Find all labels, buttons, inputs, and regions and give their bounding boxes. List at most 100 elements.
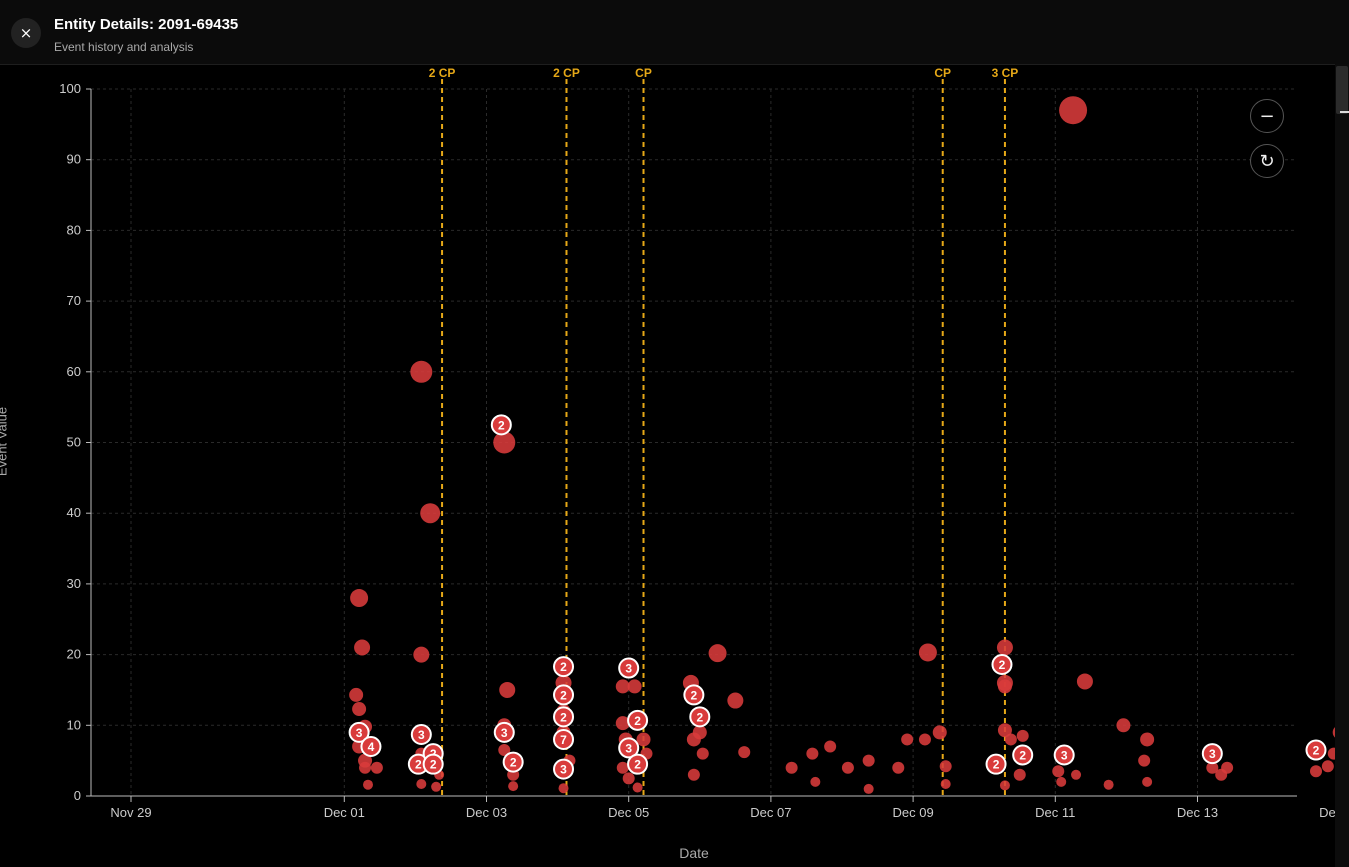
cluster-badge[interactable]: 2 — [689, 706, 711, 728]
event-point[interactable] — [1059, 96, 1088, 125]
cluster-badge-circle[interactable] — [985, 753, 1007, 775]
cluster-badge[interactable]: 2 — [553, 656, 575, 678]
cluster-badge-circle[interactable] — [553, 706, 575, 728]
cluster-badge-circle[interactable] — [1305, 739, 1327, 761]
event-point[interactable] — [632, 782, 643, 793]
event-point[interactable] — [727, 692, 744, 709]
event-point[interactable] — [558, 783, 569, 794]
cluster-badge-circle[interactable] — [1053, 744, 1075, 766]
cluster-badge[interactable]: 2 — [422, 753, 444, 775]
cluster-badge[interactable]: 3 — [493, 721, 515, 743]
event-point[interactable] — [1052, 765, 1065, 778]
cluster-badge-circle[interactable] — [627, 709, 649, 731]
event-point[interactable] — [508, 781, 519, 792]
event-point[interactable] — [615, 679, 630, 694]
event-point[interactable] — [932, 725, 947, 740]
cluster-badge[interactable]: 3 — [618, 657, 640, 679]
cluster-badge-circle[interactable] — [627, 753, 649, 775]
event-point[interactable] — [349, 687, 364, 702]
event-point[interactable] — [1221, 761, 1234, 774]
event-point[interactable] — [499, 681, 516, 698]
cluster-badge[interactable]: 3 — [1201, 743, 1223, 765]
cluster-badge[interactable]: 2 — [683, 684, 705, 706]
event-point[interactable] — [1332, 725, 1335, 739]
event-point[interactable] — [1138, 754, 1151, 767]
event-point[interactable] — [810, 776, 821, 787]
event-point[interactable] — [841, 761, 854, 774]
event-point[interactable] — [999, 780, 1010, 791]
event-point[interactable] — [354, 639, 371, 656]
event-point[interactable] — [918, 643, 937, 662]
event-point[interactable] — [413, 646, 430, 663]
event-point[interactable] — [359, 761, 372, 774]
cluster-badge-circle[interactable] — [490, 414, 512, 436]
cluster-badge[interactable]: 4 — [360, 736, 382, 758]
cluster-badge-circle[interactable] — [553, 656, 575, 678]
event-point[interactable] — [738, 746, 751, 759]
event-point[interactable] — [622, 772, 635, 785]
cluster-badge[interactable]: 7 — [553, 728, 575, 750]
event-point[interactable] — [686, 732, 701, 747]
event-point[interactable] — [862, 754, 875, 767]
event-point[interactable] — [410, 360, 433, 383]
event-point[interactable] — [498, 744, 511, 757]
cluster-badge[interactable]: 2 — [553, 684, 575, 706]
event-point[interactable] — [431, 781, 442, 792]
event-point[interactable] — [350, 589, 369, 608]
cluster-badge[interactable]: 2 — [627, 709, 649, 731]
event-point[interactable] — [1206, 761, 1219, 774]
event-point[interactable] — [824, 740, 837, 753]
cluster-badge[interactable]: 2 — [1305, 739, 1327, 761]
cluster-badge[interactable]: 2 — [553, 706, 575, 728]
event-point[interactable] — [687, 768, 700, 781]
event-point[interactable] — [997, 723, 1012, 738]
cluster-badge-circle[interactable] — [553, 758, 575, 780]
event-point[interactable] — [806, 747, 819, 760]
event-point[interactable] — [416, 778, 427, 789]
cluster-badge-circle[interactable] — [410, 723, 432, 745]
cluster-badge-circle[interactable] — [689, 706, 711, 728]
event-point[interactable] — [1071, 769, 1082, 780]
cluster-badge[interactable]: 3 — [553, 758, 575, 780]
cluster-badge[interactable]: 3 — [348, 721, 370, 743]
cluster-badge-circle[interactable] — [683, 684, 705, 706]
cluster-badge[interactable]: 3 — [410, 723, 432, 745]
event-point[interactable] — [1327, 747, 1335, 760]
event-point[interactable] — [1016, 729, 1029, 742]
cluster-badge-circle[interactable] — [1012, 744, 1034, 766]
zoom-out-button[interactable]: − — [1250, 99, 1284, 133]
event-point[interactable] — [616, 761, 629, 774]
event-point[interactable] — [939, 760, 952, 773]
cluster-badge[interactable]: 2 — [985, 753, 1007, 775]
event-point[interactable] — [1103, 779, 1114, 790]
event-point[interactable] — [1310, 765, 1322, 778]
cluster-badge-circle[interactable] — [502, 751, 524, 773]
event-point[interactable] — [1004, 733, 1017, 746]
cluster-badge[interactable]: 3 — [1053, 744, 1075, 766]
cluster-badge-circle[interactable] — [618, 657, 640, 679]
vertical-scrollbar[interactable] — [1335, 64, 1349, 867]
cluster-badge-circle[interactable] — [360, 736, 382, 758]
cluster-badge[interactable]: 3 — [618, 737, 640, 759]
reset-zoom-button[interactable]: ↻ — [1250, 144, 1284, 178]
event-point[interactable] — [493, 431, 516, 454]
cluster-badge-circle[interactable] — [493, 721, 515, 743]
event-point[interactable] — [901, 733, 914, 746]
event-point[interactable] — [696, 747, 709, 760]
event-point[interactable] — [1056, 776, 1067, 787]
event-point[interactable] — [615, 716, 630, 731]
event-point[interactable] — [420, 503, 441, 524]
event-point[interactable] — [1140, 732, 1155, 747]
scatter-chart[interactable]: 0 10 20 30 40 50 60 70 80 90 100 Nov 29 Dec 01 Dec 03… — [0, 64, 1335, 867]
event-point[interactable] — [997, 679, 1012, 694]
cluster-badge-circle[interactable] — [1201, 743, 1223, 765]
cluster-badge-circle[interactable] — [991, 653, 1013, 675]
event-point[interactable] — [370, 761, 383, 774]
event-point[interactable] — [636, 732, 651, 747]
event-point[interactable] — [363, 779, 373, 790]
cluster-badge-circle[interactable] — [553, 728, 575, 750]
cluster-badge[interactable]: 2 — [991, 653, 1013, 675]
event-point[interactable] — [785, 761, 798, 774]
cluster-badge[interactable]: 2 — [490, 414, 512, 436]
event-point[interactable] — [1116, 718, 1131, 733]
